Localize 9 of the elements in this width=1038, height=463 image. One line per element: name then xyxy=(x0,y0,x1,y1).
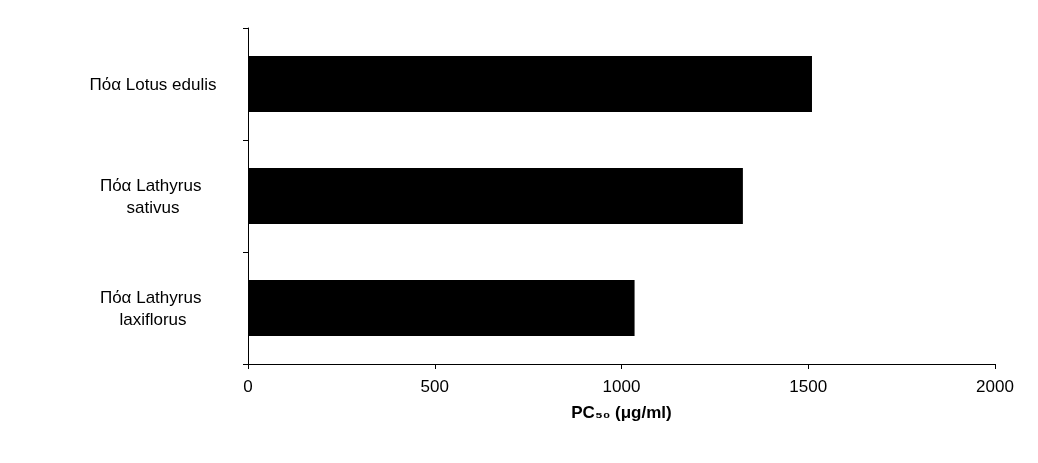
x-tick-label: 1000 xyxy=(602,377,641,396)
x-tick-label: 500 xyxy=(420,377,449,396)
x-tick-label: 2000 xyxy=(976,377,1014,396)
y-tick-label: Πόα Lotus edulis xyxy=(89,74,217,94)
y-tick-label: Πόα Lathyrus laxiflorus xyxy=(99,287,207,329)
y-tick-label: Πόα Lathyrus sativus xyxy=(99,175,207,217)
x-axis-title: PC₅₀ (μg/ml) xyxy=(571,403,672,422)
x-tick-label: 1500 xyxy=(789,377,828,396)
x-tick-label: 0 xyxy=(243,377,253,396)
